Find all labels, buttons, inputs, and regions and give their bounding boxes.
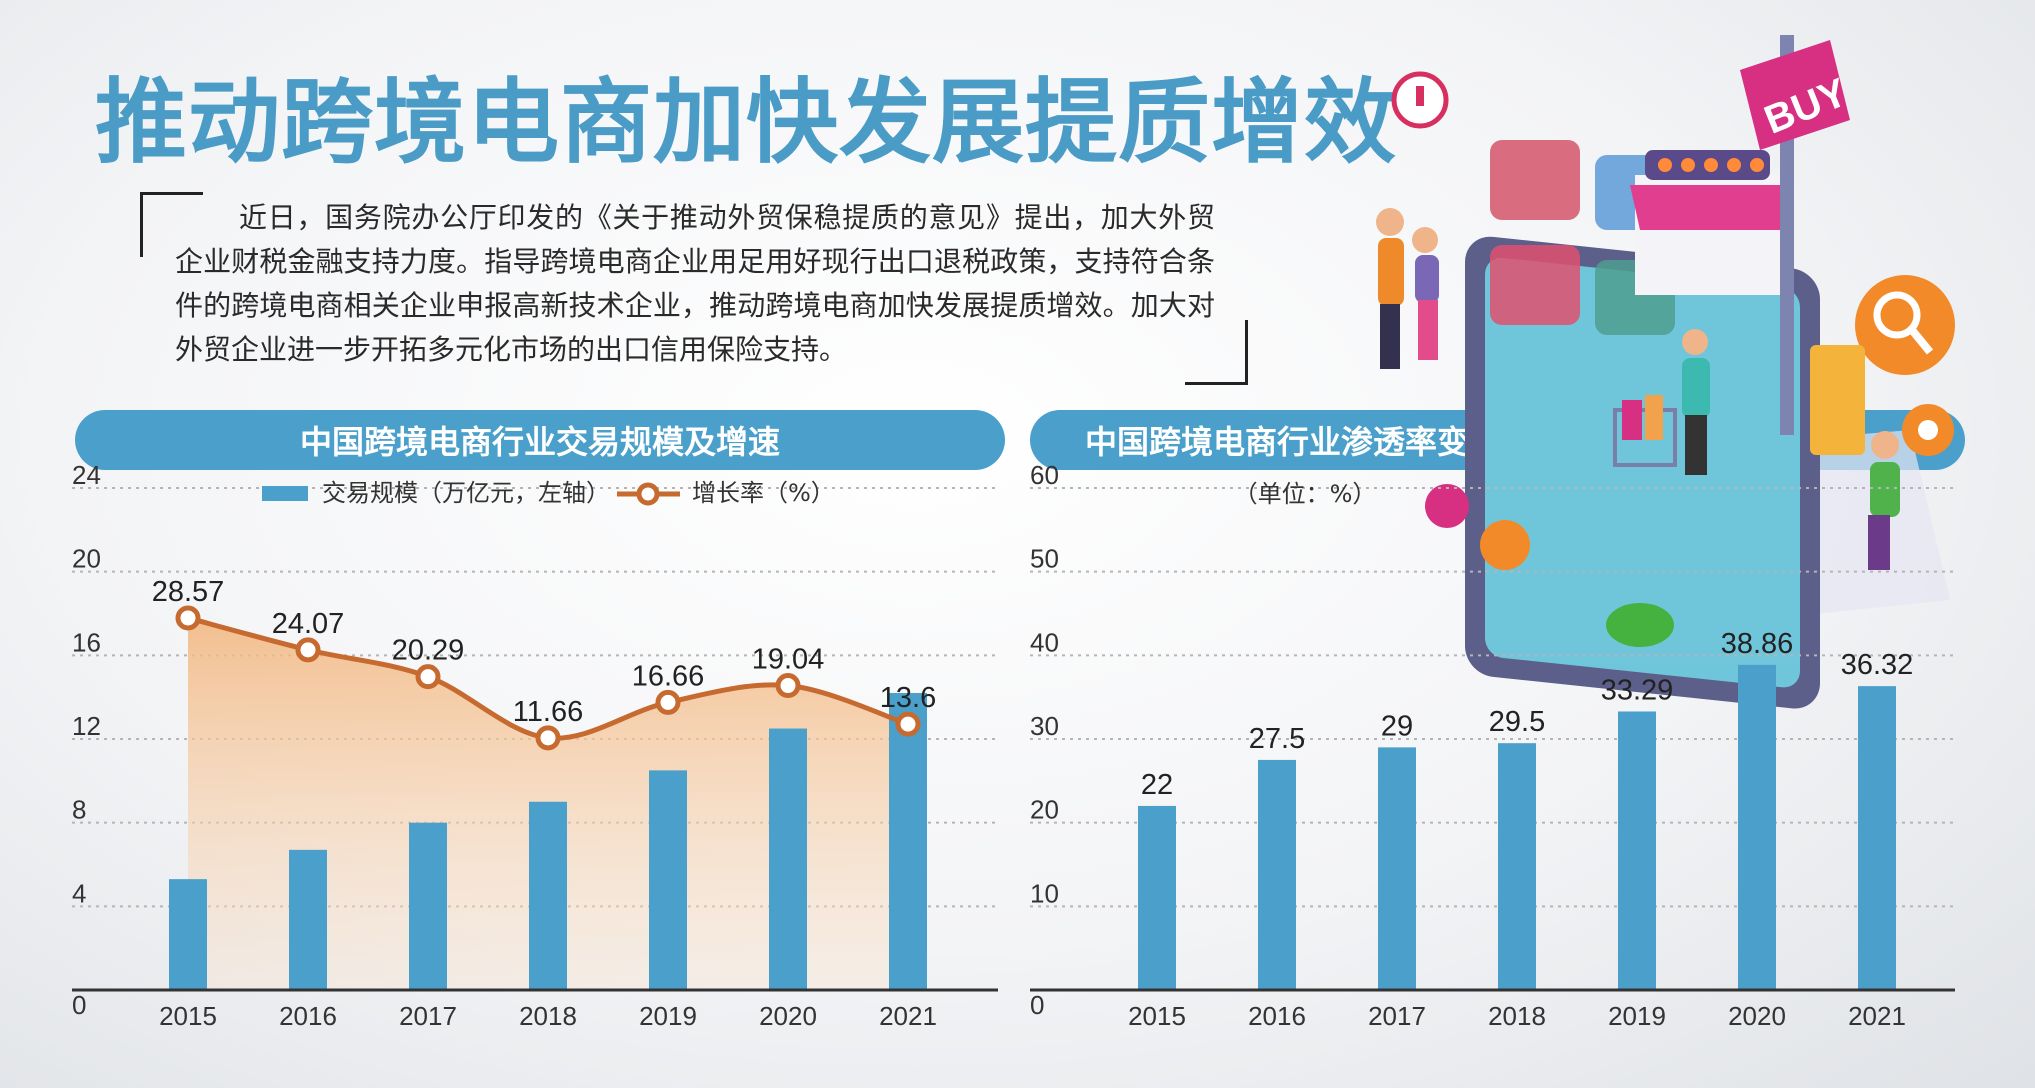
bar-penetration-rate	[1138, 805, 1176, 990]
bar-data-label: 36.32	[1841, 649, 1914, 681]
x-tick-label: 2019	[1608, 1001, 1666, 1031]
y-tick-label: 50	[1030, 544, 1059, 574]
bar-penetration-rate	[1858, 686, 1896, 990]
card-icon	[1810, 345, 1865, 455]
shirt-app-icon	[1490, 140, 1580, 220]
y-tick-label: 8	[72, 795, 86, 825]
growth-data-label: 24.07	[272, 608, 345, 640]
bar-trade-volume	[769, 728, 807, 990]
page-title: 推动跨境电商加快发展提质增效	[95, 69, 1398, 176]
bar-trade-volume	[169, 879, 207, 990]
x-tick-label: 2021	[1848, 1001, 1906, 1031]
bar-penetration-rate	[1258, 759, 1296, 990]
health-app-icon	[1490, 245, 1580, 325]
search-lens	[1873, 291, 1921, 339]
bar-trade-volume	[649, 770, 687, 990]
quote-bracket-top-left	[140, 192, 203, 257]
ecommerce-illustration: BUY	[1376, 35, 1955, 709]
y-tick-label: 0	[1030, 990, 1044, 1020]
gear-center	[1918, 420, 1938, 440]
growth-point	[895, 711, 921, 737]
bar-trade-volume	[289, 849, 327, 990]
growth-data-label: 11.66	[513, 696, 583, 728]
buy-sign: BUY	[1740, 35, 1854, 435]
y-tick-label: 20	[1030, 795, 1059, 825]
y-tick-label: 40	[1030, 627, 1059, 657]
y-tick-label: 20	[72, 544, 101, 574]
x-tick-label: 2015	[1128, 1001, 1186, 1031]
growth-data-label: 19.04	[752, 644, 825, 676]
bar-data-label: 29.5	[1489, 706, 1545, 738]
legend-line-marker	[636, 482, 660, 506]
y-tick-label: 4	[72, 878, 86, 908]
shopper-with-cart	[1613, 329, 1710, 475]
download-icon	[1425, 484, 1469, 528]
bar-penetration-rate	[1738, 664, 1776, 990]
pause-icon	[1480, 520, 1530, 570]
growth-point	[655, 689, 681, 715]
growth-point	[415, 664, 441, 690]
bar-data-label: 22	[1141, 769, 1173, 801]
bar-trade-volume	[529, 801, 567, 990]
x-tick-label: 2019	[639, 1001, 697, 1031]
x-tick-label: 2015	[159, 1001, 217, 1031]
legend-bar-label: 交易规模（万亿元，左轴）	[322, 479, 610, 507]
growth-data-label: 20.29	[392, 635, 465, 667]
y-tick-label: 12	[72, 711, 101, 741]
growth-data-label: 28.57	[152, 576, 225, 608]
x-tick-label: 2020	[1728, 1001, 1786, 1031]
growth-data-label: 16.66	[632, 660, 705, 692]
bar-trade-volume	[409, 822, 447, 990]
y-tick-label: 60	[1030, 460, 1059, 490]
chart-title-left: 中国跨境电商行业交易规模及增速	[75, 410, 1005, 470]
y-tick-label: 0	[72, 990, 86, 1020]
growth-point	[775, 673, 801, 699]
x-tick-label: 2021	[879, 1001, 937, 1031]
bar-penetration-rate	[1618, 711, 1656, 990]
quote-bracket-bottom-right	[1185, 320, 1248, 385]
check-icon	[1606, 603, 1674, 647]
shop-awning-icon	[1630, 185, 1790, 230]
left-chart: 0 4 8 12 16 20 24 28.57 24.07 20.29 11.66 16.66 19.0…	[72, 460, 998, 1031]
x-tick-label: 2016	[1248, 1001, 1306, 1031]
bar-trade-volume	[889, 692, 927, 990]
x-tick-label: 2016	[279, 1001, 337, 1031]
legend-bar-swatch	[262, 486, 308, 501]
x-tick-label: 2017	[399, 1001, 457, 1031]
bar-data-label: 29	[1381, 710, 1413, 742]
x-tick-label: 2018	[1488, 1001, 1546, 1031]
growth-data-label: 13.6	[880, 682, 936, 714]
rating-stars-icon	[1658, 158, 1764, 172]
search-handle	[1908, 327, 1934, 355]
runner-person	[1868, 431, 1900, 570]
growth-point	[535, 725, 561, 751]
growth-point	[295, 637, 321, 663]
y-tick-label: 16	[72, 627, 101, 657]
x-tick-label: 2017	[1368, 1001, 1426, 1031]
y-tick-label: 24	[72, 460, 101, 490]
y-tick-label: 30	[1030, 711, 1059, 741]
shoppers-couple	[1376, 208, 1439, 369]
intro-paragraph: 近日，国务院办公厅印发的《关于推动外贸保稳提质的意见》提出，加大外贸企业财税金融…	[175, 201, 1215, 366]
bar-data-label: 38.86	[1721, 628, 1794, 660]
x-tick-label: 2018	[519, 1001, 577, 1031]
bar-data-label: 27.5	[1249, 723, 1305, 755]
legend-line-label: 增长率（%）	[692, 479, 835, 507]
truck-icon	[1542, 563, 1614, 607]
bar-penetration-rate	[1378, 747, 1416, 990]
x-tick-label: 2020	[759, 1001, 817, 1031]
bar-penetration-rate	[1498, 743, 1536, 990]
search-icon	[1855, 275, 1955, 375]
right-chart: 0 10 20 30 40 50 60 （单位：%） 22 27.5 29 29.5 33.29 38.8…	[1030, 460, 1955, 1031]
growth-point	[175, 605, 201, 631]
bar-data-label: 33.29	[1601, 674, 1674, 706]
y-tick-label: 10	[1030, 878, 1059, 908]
alert-mark	[1416, 86, 1424, 106]
unit-label: （单位：%）	[1234, 480, 1377, 508]
